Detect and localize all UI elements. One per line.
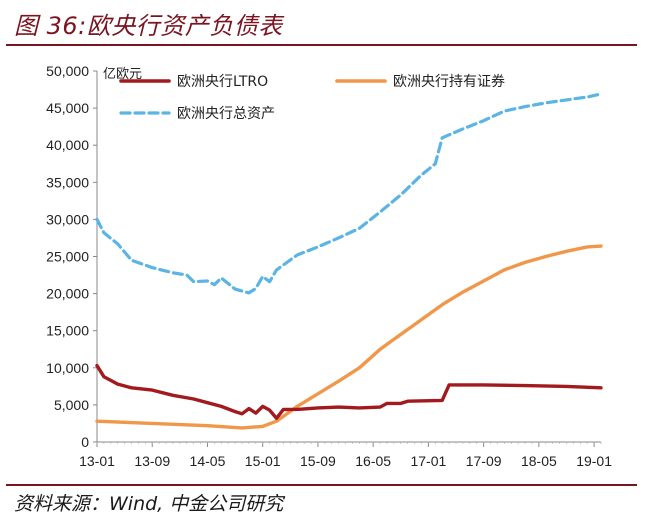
- chart-axes: 0 5,000 10,000 15,000 20,000 25,000 30,000 35,0…: [46, 63, 612, 469]
- chart-series: [95, 92, 603, 430]
- y-tick-label: 5,000: [54, 397, 89, 413]
- x-tick-label: 17-01: [410, 453, 446, 469]
- source-note: 资料来源：Wind, 中金公司研究: [14, 493, 284, 515]
- x-tick-label: 16-05: [355, 453, 391, 469]
- title-rule: [6, 44, 637, 46]
- y-tick-label: 0: [81, 434, 89, 450]
- y-tick-label: 30,000: [46, 211, 89, 227]
- x-tick-label: 18-05: [521, 453, 557, 469]
- figure-title: 图 36:欧央行资产负债表: [14, 12, 283, 40]
- x-tick-label: 14-05: [190, 453, 226, 469]
- y-tick-label: 50,000: [46, 63, 89, 79]
- legend-label-1: 欧洲央行持有证券: [393, 74, 505, 90]
- series-line-1: [95, 244, 603, 430]
- y-tick-label: 40,000: [46, 137, 89, 153]
- series-line-2: [95, 92, 603, 295]
- y-unit-label: 亿欧元: [103, 67, 142, 82]
- x-tick-label: 15-09: [300, 453, 336, 469]
- x-tick-label: 17-09: [466, 453, 502, 469]
- x-tick-label: 15-01: [245, 453, 281, 469]
- y-tick-label: 45,000: [46, 100, 89, 116]
- source-rule: [6, 484, 637, 486]
- legend-label-0: 欧洲央行LTRO: [177, 74, 268, 90]
- legend-label-2: 欧洲央行总资产: [177, 106, 275, 122]
- y-tick-label: 10,000: [46, 360, 89, 376]
- series-line-0: [95, 363, 603, 420]
- y-tick-label: 20,000: [46, 286, 89, 302]
- x-tick-label: 13-09: [134, 453, 170, 469]
- y-tick-label: 35,000: [46, 174, 89, 190]
- y-tick-label: 25,000: [46, 249, 89, 265]
- y-tick-label: 15,000: [46, 323, 89, 339]
- x-tick-label: 19-01: [576, 453, 612, 469]
- balance-sheet-chart: 0 5,000 10,000 15,000 20,000 25,000 30,000 35,0…: [46, 63, 612, 469]
- x-tick-label: 13-01: [79, 453, 115, 469]
